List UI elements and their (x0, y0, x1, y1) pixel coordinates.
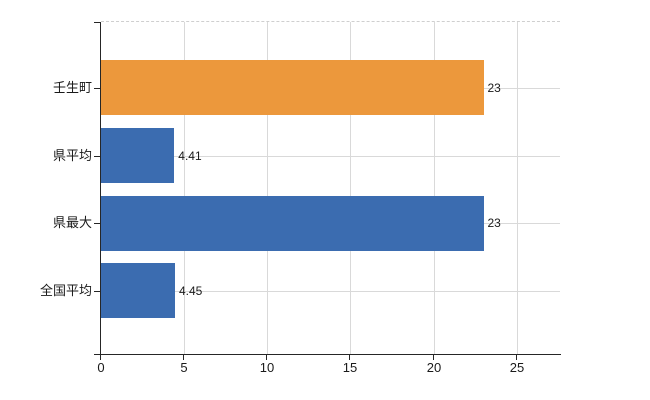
x-axis (100, 354, 561, 355)
vertical-gridline (184, 22, 185, 354)
y-axis-tick (94, 88, 100, 89)
category-label: 壬生町 (52, 79, 92, 95)
horizontal-gridline (101, 291, 560, 292)
x-axis-tick (349, 355, 350, 360)
vertical-gridline (434, 22, 435, 354)
x-axis-tick (100, 355, 101, 360)
y-axis (100, 22, 101, 355)
x-axis-tick (433, 355, 434, 360)
y-axis-end-tick (94, 354, 100, 355)
plot-area: 23 4.41 23 4.45 (94, 21, 561, 360)
y-axis-end-tick (94, 22, 100, 23)
horizontal-gridline (101, 156, 560, 157)
vertical-gridline (517, 22, 518, 354)
y-axis-tick (94, 291, 100, 292)
x-tick-label: 15 (342, 360, 358, 375)
bar-value-label: 23 (487, 80, 501, 95)
x-axis-tick (516, 355, 517, 360)
x-tick-label: 20 (426, 360, 442, 375)
y-axis-tick (94, 223, 100, 224)
bar-value-label: 4.41 (178, 148, 202, 163)
y-axis-tick (94, 156, 100, 157)
x-axis-tick (266, 355, 267, 360)
chart-bar (101, 195, 484, 251)
x-tick-label: 25 (509, 360, 525, 375)
chart-bar (101, 60, 484, 115)
chart-bar (101, 263, 175, 318)
x-tick-label: 5 (180, 360, 188, 375)
x-axis-tick (183, 355, 184, 360)
x-tick-label: 10 (259, 360, 275, 375)
category-label: 県最大 (52, 215, 92, 230)
vertical-gridline (267, 22, 268, 354)
x-tick-label: 0 (97, 360, 105, 375)
chart-bar (101, 128, 175, 183)
plot-top-border (101, 21, 560, 22)
bar-value-label: 23 (487, 216, 501, 230)
bar-value-label: 4.45 (179, 283, 203, 298)
vertical-gridline (350, 22, 351, 354)
category-label: 全国平均 (39, 282, 92, 298)
category-label: 県平均 (52, 147, 92, 163)
